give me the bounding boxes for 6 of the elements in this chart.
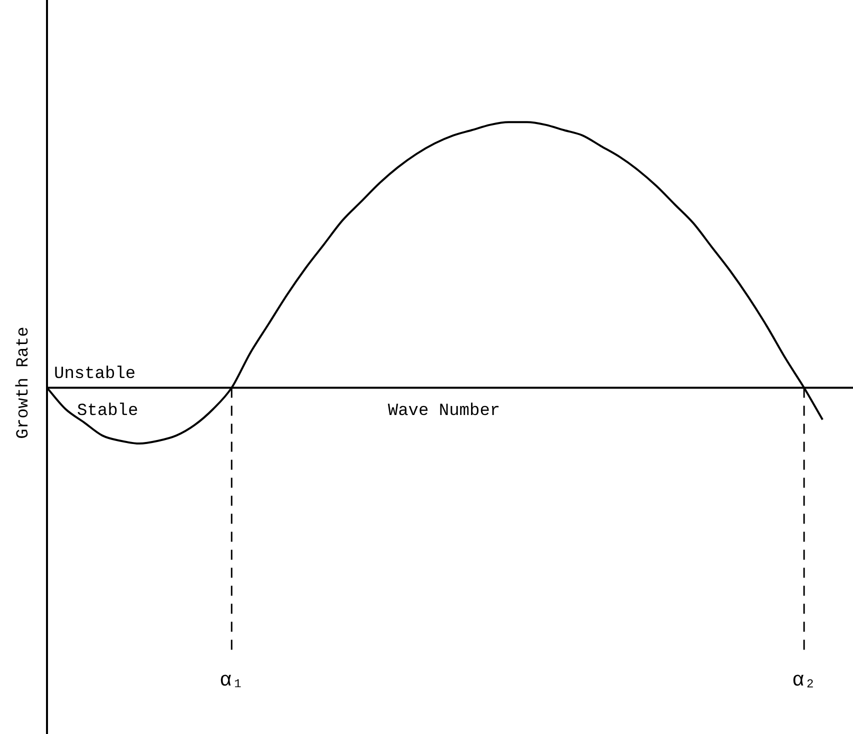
x-tick-label: α₂ xyxy=(792,669,816,692)
annotation: Stable xyxy=(77,402,138,421)
x-tick-label: α₁ xyxy=(220,669,244,692)
annotation: Unstable xyxy=(54,364,136,384)
y-axis-title: Growth Rate xyxy=(14,326,34,439)
x-axis-title: Wave Number xyxy=(388,402,500,421)
